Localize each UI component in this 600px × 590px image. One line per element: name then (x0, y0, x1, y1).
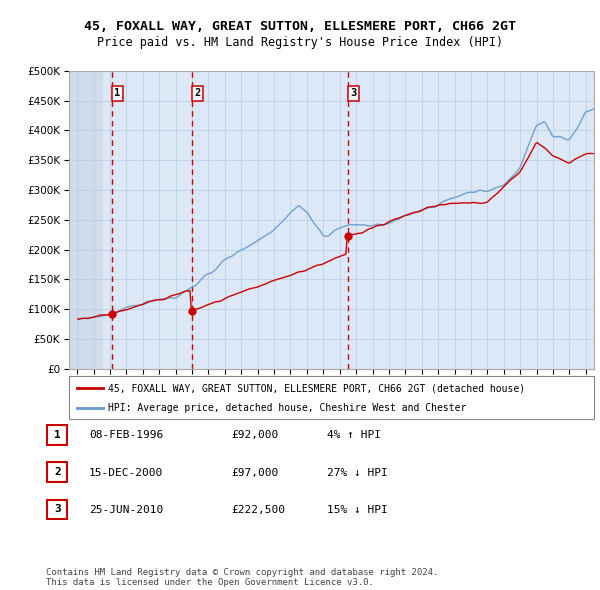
Text: HPI: Average price, detached house, Cheshire West and Chester: HPI: Average price, detached house, Ches… (109, 404, 467, 413)
Text: 45, FOXALL WAY, GREAT SUTTON, ELLESMERE PORT, CH66 2GT: 45, FOXALL WAY, GREAT SUTTON, ELLESMERE … (84, 20, 516, 33)
Text: 1: 1 (114, 88, 121, 99)
Text: 1: 1 (54, 430, 61, 440)
FancyBboxPatch shape (69, 376, 594, 419)
Text: This data is licensed under the Open Government Licence v3.0.: This data is licensed under the Open Gov… (46, 578, 374, 587)
Text: £222,500: £222,500 (231, 505, 285, 514)
Text: £97,000: £97,000 (231, 468, 278, 477)
Text: Contains HM Land Registry data © Crown copyright and database right 2024.: Contains HM Land Registry data © Crown c… (46, 568, 439, 577)
Text: 27% ↓ HPI: 27% ↓ HPI (327, 468, 388, 477)
Text: 15-DEC-2000: 15-DEC-2000 (89, 468, 163, 477)
Text: 08-FEB-1996: 08-FEB-1996 (89, 431, 163, 440)
FancyBboxPatch shape (47, 500, 67, 519)
FancyBboxPatch shape (47, 463, 67, 482)
Text: Price paid vs. HM Land Registry's House Price Index (HPI): Price paid vs. HM Land Registry's House … (97, 36, 503, 49)
Text: 2: 2 (194, 88, 201, 99)
Text: 3: 3 (350, 88, 356, 99)
Text: 2: 2 (54, 467, 61, 477)
Text: 15% ↓ HPI: 15% ↓ HPI (327, 505, 388, 514)
Text: £92,000: £92,000 (231, 431, 278, 440)
Bar (69, 71, 103, 369)
Text: 25-JUN-2010: 25-JUN-2010 (89, 505, 163, 514)
Text: 4% ↑ HPI: 4% ↑ HPI (327, 431, 381, 440)
Text: 3: 3 (54, 504, 61, 514)
Text: 45, FOXALL WAY, GREAT SUTTON, ELLESMERE PORT, CH66 2GT (detached house): 45, FOXALL WAY, GREAT SUTTON, ELLESMERE … (109, 384, 526, 394)
FancyBboxPatch shape (47, 425, 67, 445)
